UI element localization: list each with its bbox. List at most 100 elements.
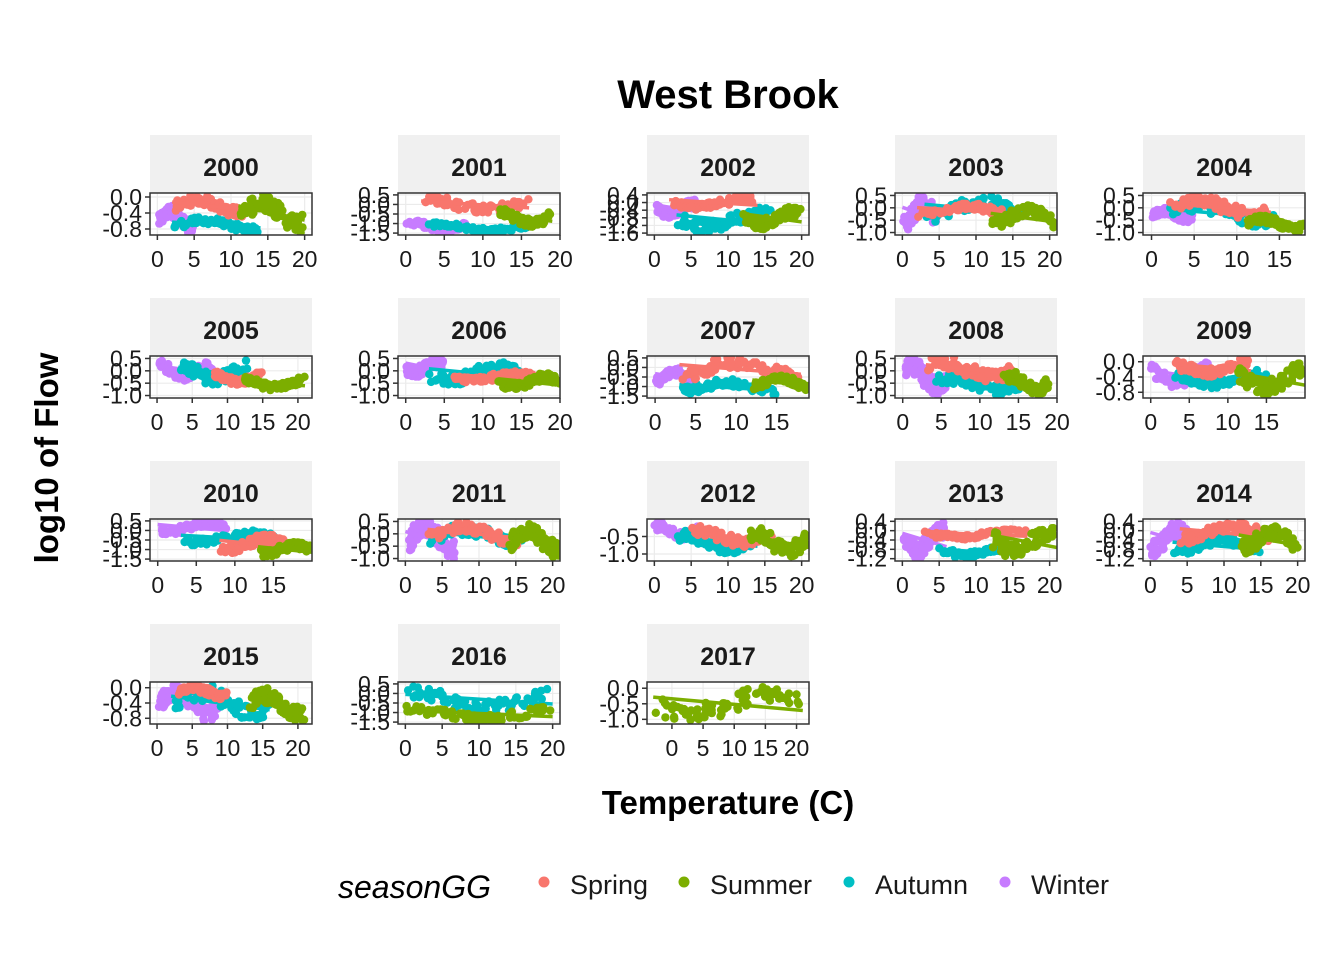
point-autumn <box>431 376 440 385</box>
points-layer <box>1147 356 1305 398</box>
points-layer <box>652 193 805 235</box>
x-tick-label: 5 <box>1181 572 1194 598</box>
x-tick-label: 15 <box>1000 572 1026 598</box>
y-tick-label: -0.5 <box>102 370 142 396</box>
panel-border <box>397 355 561 399</box>
strip-label: 2006 <box>451 317 507 345</box>
smooth-line-autumn <box>933 378 1027 391</box>
y-tick-label: -0.8 <box>1095 536 1135 562</box>
strip-label: 2011 <box>452 480 506 508</box>
x-tick-label: 5 <box>935 409 948 435</box>
y-tick-label: 0.0 <box>855 518 887 544</box>
strip-background <box>1143 135 1305 193</box>
point-autumn <box>771 390 780 398</box>
point-autumn <box>253 227 262 235</box>
strip-background <box>398 461 560 519</box>
point-spring <box>727 359 737 368</box>
point-spring <box>1203 196 1212 206</box>
x-tick-label: 20 <box>789 572 815 598</box>
y-tick-label: -1.0 <box>847 220 887 246</box>
x-tick-label: 10 <box>967 409 993 435</box>
y-tick-label: -0.8 <box>847 536 887 562</box>
y-tick-label: 0.0 <box>1103 195 1135 221</box>
y-tick-label: -1.0 <box>599 374 639 400</box>
panel-border <box>149 355 313 399</box>
x-tick-label: 0 <box>648 246 661 272</box>
strip-background <box>895 135 1057 193</box>
point-autumn <box>934 371 944 380</box>
points-layer <box>402 193 555 235</box>
x-tick-label: 0 <box>896 409 909 435</box>
x-tick-label: 5 <box>933 572 946 598</box>
x-tick-label: 10 <box>215 409 241 435</box>
y-tick-label: -1.0 <box>102 537 142 563</box>
point-spring <box>691 374 700 383</box>
x-tick-label: 10 <box>963 572 989 598</box>
y-tick-label: 0.0 <box>1103 518 1135 544</box>
x-tick-label: 20 <box>547 409 573 435</box>
strip-label: 2002 <box>700 154 756 182</box>
y-tick-label: -0.5 <box>102 527 142 553</box>
panel-border <box>1142 192 1306 236</box>
point-summer <box>553 551 560 560</box>
y-tick-label: -1.6 <box>599 220 639 246</box>
y-tick-label: 0.5 <box>1103 182 1135 208</box>
smooth-line-spring <box>924 530 1028 539</box>
x-tick-label: 0 <box>151 409 164 435</box>
x-tick-label: 20 <box>285 409 311 435</box>
x-tick-label: 15 <box>764 409 790 435</box>
x-tick-label: 5 <box>188 246 201 272</box>
y-tick-label: -0.5 <box>1095 207 1135 233</box>
points-layer <box>1148 193 1305 235</box>
x-tick-label: 15 <box>250 409 276 435</box>
point-spring <box>1228 520 1238 529</box>
y-tick-label: -1.0 <box>350 211 390 237</box>
y-tick-label: 0.0 <box>358 191 390 217</box>
y-tick-label: -1.2 <box>847 546 887 572</box>
point-spring <box>1243 524 1253 533</box>
point-spring <box>690 367 699 376</box>
strip-label: 2008 <box>948 317 1004 345</box>
points-layer <box>402 356 560 393</box>
strip-background <box>398 298 560 356</box>
strip-label: 2010 <box>203 480 259 508</box>
y-tick-label: -0.4 <box>102 200 142 226</box>
x-tick-label: 15 <box>261 572 287 598</box>
y-tick-label: -0.4 <box>847 527 887 553</box>
y-tick-label: -1.5 <box>350 220 390 246</box>
smooth-line-spring <box>420 199 530 210</box>
smooth-line-summer <box>990 211 1057 224</box>
x-tick-label: 5 <box>685 572 698 598</box>
smooth-line-autumn <box>428 223 530 232</box>
x-tick-label: 15 <box>503 572 529 598</box>
x-tick-label: 15 <box>509 409 535 435</box>
panel-2012: 2012-0.5-1.00 5 10 15 20 <box>599 461 814 598</box>
smooth-line-summer <box>990 533 1057 550</box>
point-autumn <box>975 386 984 395</box>
point-spring <box>961 371 970 380</box>
point-autumn <box>683 388 692 397</box>
y-tick-label: -1.2 <box>1095 546 1135 572</box>
y-tick-label: -0.5 <box>350 370 390 396</box>
strip-label: 2004 <box>1196 154 1252 182</box>
y-tick-label: 0.5 <box>607 345 639 371</box>
y-tick-label: 0.4 <box>607 182 639 208</box>
smooth-line-summer <box>752 378 809 388</box>
y-tick-label: -1.2 <box>599 212 639 238</box>
smooth-line-winter <box>157 522 228 533</box>
point-autumn <box>979 193 988 203</box>
x-tick-label: 10 <box>1211 572 1237 598</box>
y-tick-label: 0.5 <box>110 345 142 371</box>
x-tick-label: 20 <box>1044 409 1070 435</box>
point-autumn <box>190 540 199 550</box>
